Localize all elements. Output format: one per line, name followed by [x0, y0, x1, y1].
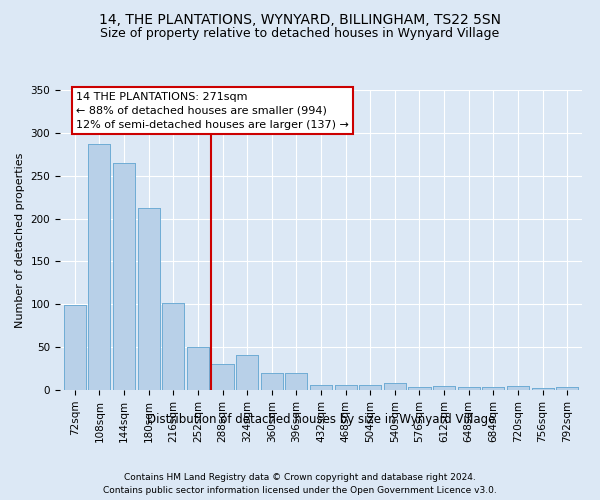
Y-axis label: Number of detached properties: Number of detached properties [15, 152, 25, 328]
Bar [236, 355, 258, 390]
Bar [507, 386, 529, 390]
Bar [409, 386, 431, 390]
Bar [211, 364, 233, 390]
Text: Distribution of detached houses by size in Wynyard Village: Distribution of detached houses by size … [147, 412, 495, 426]
Bar [433, 386, 455, 390]
Bar [482, 386, 505, 390]
Bar [88, 144, 110, 390]
Bar [260, 373, 283, 390]
Bar [137, 208, 160, 390]
Bar [88, 144, 110, 390]
Bar [335, 385, 357, 390]
Bar [236, 355, 258, 390]
Bar [458, 388, 480, 390]
Bar [64, 305, 86, 390]
Bar [113, 163, 135, 390]
Bar [335, 385, 357, 390]
Bar [384, 383, 406, 390]
Bar [359, 385, 382, 390]
Bar [137, 208, 160, 390]
Bar [532, 388, 554, 390]
Bar [310, 385, 332, 390]
Bar [187, 347, 209, 390]
Bar [64, 305, 86, 390]
Bar [260, 373, 283, 390]
Bar [187, 347, 209, 390]
Bar [384, 383, 406, 390]
Text: Contains public sector information licensed under the Open Government Licence v3: Contains public sector information licen… [103, 486, 497, 495]
Bar [507, 386, 529, 390]
Bar [113, 163, 135, 390]
Bar [556, 388, 578, 390]
Bar [211, 364, 233, 390]
Bar [482, 386, 505, 390]
Text: 14, THE PLANTATIONS, WYNYARD, BILLINGHAM, TS22 5SN: 14, THE PLANTATIONS, WYNYARD, BILLINGHAM… [99, 12, 501, 26]
Bar [409, 386, 431, 390]
Bar [285, 373, 307, 390]
Bar [532, 388, 554, 390]
Bar [433, 386, 455, 390]
Bar [556, 388, 578, 390]
Text: 14 THE PLANTATIONS: 271sqm
← 88% of detached houses are smaller (994)
12% of sem: 14 THE PLANTATIONS: 271sqm ← 88% of deta… [76, 92, 349, 130]
Text: Contains HM Land Registry data © Crown copyright and database right 2024.: Contains HM Land Registry data © Crown c… [124, 472, 476, 482]
Bar [285, 373, 307, 390]
Bar [162, 302, 184, 390]
Bar [310, 385, 332, 390]
Bar [359, 385, 382, 390]
Text: Size of property relative to detached houses in Wynyard Village: Size of property relative to detached ho… [100, 28, 500, 40]
Bar [458, 388, 480, 390]
Bar [162, 302, 184, 390]
